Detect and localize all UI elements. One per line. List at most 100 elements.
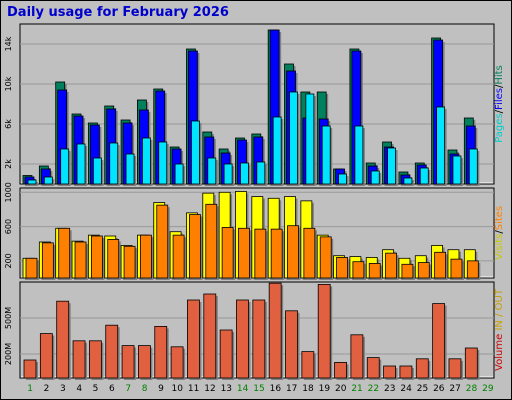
bar-volume-3 xyxy=(56,300,70,379)
bar-volume-24 xyxy=(399,365,413,379)
xtick-day-20: 20 xyxy=(335,384,347,394)
xtick-day-8: 8 xyxy=(142,384,148,394)
bar-sites-25 xyxy=(417,262,430,279)
bar-sites-9 xyxy=(156,204,169,279)
bar-sites-1 xyxy=(25,257,38,279)
xtick-day-16: 16 xyxy=(270,384,282,394)
xtick-day-21: 21 xyxy=(351,384,362,394)
xtick-day-17: 17 xyxy=(286,384,297,394)
bar-pages-15 xyxy=(256,161,266,185)
bar-sites-4 xyxy=(74,241,87,279)
bar-pages-24 xyxy=(403,177,413,185)
legend-sep: / xyxy=(494,84,505,88)
bar-volume-26 xyxy=(432,303,446,379)
bar-sites-18 xyxy=(303,227,316,279)
bar-volume-7 xyxy=(121,345,135,379)
bar-volume-9 xyxy=(154,325,168,379)
bar-pages-11 xyxy=(191,120,200,185)
bar-pages-28 xyxy=(468,148,478,185)
bar-pages-5 xyxy=(92,157,102,185)
bar-pages-1 xyxy=(27,179,37,185)
bar-sites-21 xyxy=(352,261,365,279)
bar-volume-6 xyxy=(105,324,119,379)
bar-sites-16 xyxy=(270,228,283,279)
ytick-hits-files-pages-3: 14k xyxy=(4,36,13,51)
xtick-day-10: 10 xyxy=(172,384,184,394)
xtick-day-26: 26 xyxy=(433,384,445,394)
ytick-hits-files-pages-2: 10k xyxy=(4,76,13,91)
bar-sites-7 xyxy=(123,245,136,279)
bar-sites-26 xyxy=(434,251,447,279)
ytick-visits-sites-0: 200 xyxy=(4,253,13,268)
bar-volume-23 xyxy=(383,365,396,379)
bar-volume-21 xyxy=(350,334,364,379)
legend-volume-in-out: Volume IN / OUT xyxy=(494,288,505,371)
bar-volume-20 xyxy=(334,361,347,379)
bar-sites-24 xyxy=(401,263,414,279)
bar-pages-23 xyxy=(387,147,396,185)
bar-volume-14 xyxy=(236,299,249,379)
bar-volume-25 xyxy=(415,358,429,379)
bar-pages-27 xyxy=(452,155,462,185)
bar-pages-26 xyxy=(436,106,446,185)
ytick-visits-sites-2: 1000 xyxy=(4,182,13,202)
ytick-hits-files-pages-0: 2k xyxy=(4,159,13,169)
legend-sep: / xyxy=(494,230,505,234)
bar-pages-7 xyxy=(125,153,135,185)
bar-volume-17 xyxy=(285,310,298,379)
bar-sites-15 xyxy=(254,228,267,279)
bar-sites-6 xyxy=(107,239,120,279)
legend-visits: Visits xyxy=(494,234,505,261)
legend-sep: / xyxy=(494,310,505,320)
bar-pages-18 xyxy=(305,93,315,185)
xtick-day-11: 11 xyxy=(188,384,199,394)
legend-in: IN xyxy=(494,320,505,330)
legend-hits-files-pages: Pages/Files/Hits xyxy=(494,65,505,143)
bar-pages-22 xyxy=(370,170,380,185)
legend-files: Files xyxy=(494,88,505,110)
bar-volume-11 xyxy=(187,299,200,379)
xtick-day-3: 3 xyxy=(60,384,66,394)
xtick-day-7: 7 xyxy=(125,384,131,394)
xtick-day-1: 1 xyxy=(27,384,33,394)
ytick-volume-0: 200M xyxy=(4,343,13,365)
bar-pages-25 xyxy=(419,167,429,185)
ytick-volume-1: 500M xyxy=(4,307,13,329)
legend-sites: Sites xyxy=(494,206,505,230)
xtick-day-25: 25 xyxy=(417,384,428,394)
bar-pages-12 xyxy=(207,157,217,185)
bar-sites-3 xyxy=(58,227,71,279)
bar-sites-10 xyxy=(172,234,185,279)
bar-volume-19 xyxy=(317,283,331,379)
chart-title: Daily usage for February 2026 xyxy=(7,5,229,20)
xtick-day-15: 15 xyxy=(253,384,264,394)
xtick-day-2: 2 xyxy=(44,384,50,394)
bar-sites-19 xyxy=(319,236,332,279)
xtick-day-27: 27 xyxy=(449,384,460,394)
xtick-day-6: 6 xyxy=(109,384,115,394)
bar-volume-4 xyxy=(72,340,86,379)
ytick-visits-sites-1: 600 xyxy=(4,219,13,234)
legend-volume: Volume xyxy=(494,334,505,371)
bar-sites-12 xyxy=(205,203,218,279)
bar-sites-28 xyxy=(466,260,479,279)
ytick-hits-files-pages-1: 6k xyxy=(4,119,13,129)
bar-sites-23 xyxy=(385,252,397,279)
xtick-day-22: 22 xyxy=(368,384,379,394)
xtick-day-24: 24 xyxy=(400,384,412,394)
legend-hits: Hits xyxy=(494,65,505,84)
bar-pages-8 xyxy=(142,137,151,185)
xtick-day-4: 4 xyxy=(76,384,82,394)
bar-pages-9 xyxy=(158,141,168,185)
xtick-day-18: 18 xyxy=(302,384,314,394)
bar-pages-3 xyxy=(60,148,70,185)
bar-sites-5 xyxy=(90,235,103,279)
bar-volume-13 xyxy=(219,329,233,379)
bar-sites-27 xyxy=(450,258,463,279)
bar-pages-14 xyxy=(240,162,249,185)
bar-pages-4 xyxy=(76,143,86,185)
legend-out: OUT xyxy=(494,288,505,310)
bar-volume-1 xyxy=(23,359,37,379)
bar-sites-14 xyxy=(238,227,250,279)
bar-sites-22 xyxy=(368,263,381,279)
